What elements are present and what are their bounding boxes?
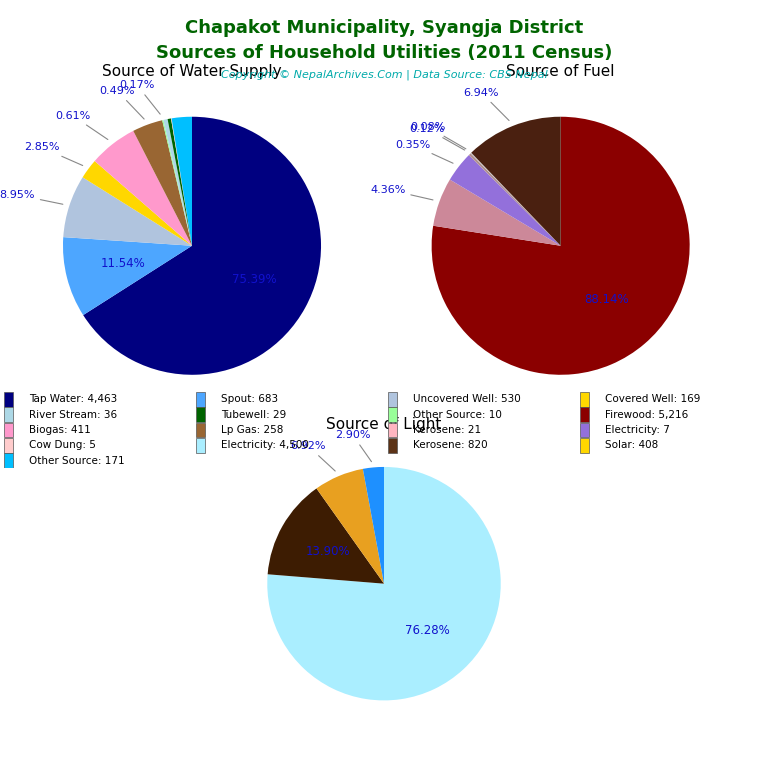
Text: Lp Gas: 258: Lp Gas: 258 <box>221 425 283 435</box>
Wedge shape <box>472 117 561 246</box>
Text: 11.54%: 11.54% <box>101 257 146 270</box>
Bar <box>196 407 205 422</box>
Wedge shape <box>164 119 192 246</box>
Wedge shape <box>362 467 384 584</box>
Bar <box>4 438 14 453</box>
Wedge shape <box>267 488 384 584</box>
Wedge shape <box>94 131 192 246</box>
Text: Kerosene: 820: Kerosene: 820 <box>413 440 488 451</box>
Bar <box>4 407 14 422</box>
Text: Firewood: 5,216: Firewood: 5,216 <box>605 409 688 420</box>
Text: Electricity: 4,500: Electricity: 4,500 <box>221 440 309 451</box>
Text: Chapakot Municipality, Syangja District: Chapakot Municipality, Syangja District <box>185 19 583 37</box>
Text: Covered Well: 169: Covered Well: 169 <box>605 394 700 405</box>
Bar <box>388 438 398 453</box>
Wedge shape <box>267 467 501 700</box>
Bar <box>388 422 398 438</box>
Bar <box>196 438 205 453</box>
Text: Spout: 683: Spout: 683 <box>221 394 278 405</box>
Wedge shape <box>316 469 384 584</box>
Bar <box>196 422 205 438</box>
Wedge shape <box>167 118 192 246</box>
Wedge shape <box>83 117 321 375</box>
Text: 6.92%: 6.92% <box>290 441 335 471</box>
Text: 0.35%: 0.35% <box>395 140 453 164</box>
Wedge shape <box>433 180 561 246</box>
Text: Tap Water: 4,463: Tap Water: 4,463 <box>29 394 118 405</box>
Text: 2.85%: 2.85% <box>24 142 83 166</box>
Bar <box>580 422 590 438</box>
Bar <box>580 392 590 407</box>
Bar <box>4 453 14 468</box>
Text: 0.49%: 0.49% <box>99 86 144 119</box>
Bar <box>580 407 590 422</box>
Text: 0.08%: 0.08% <box>410 122 466 149</box>
Text: Uncovered Well: 530: Uncovered Well: 530 <box>413 394 521 405</box>
Wedge shape <box>171 118 192 246</box>
Title: Source of Water Supply: Source of Water Supply <box>102 65 282 79</box>
Wedge shape <box>450 155 561 246</box>
Bar <box>580 438 590 453</box>
Wedge shape <box>171 117 192 246</box>
Text: Copyright © NepalArchives.Com | Data Source: CBS Nepal: Copyright © NepalArchives.Com | Data Sou… <box>220 69 548 80</box>
Wedge shape <box>134 121 192 246</box>
Text: Cow Dung: 5: Cow Dung: 5 <box>29 440 96 451</box>
Text: 0.61%: 0.61% <box>55 111 108 140</box>
Bar <box>4 392 14 407</box>
Text: 0.17%: 0.17% <box>119 80 161 114</box>
Bar <box>388 392 398 407</box>
Wedge shape <box>83 161 192 246</box>
Wedge shape <box>471 153 561 246</box>
Text: 6.94%: 6.94% <box>463 88 509 121</box>
Text: 4.36%: 4.36% <box>370 184 433 200</box>
Text: Other Source: 171: Other Source: 171 <box>29 455 125 466</box>
Text: 88.14%: 88.14% <box>584 293 629 306</box>
Text: Electricity: 7: Electricity: 7 <box>605 425 670 435</box>
Wedge shape <box>468 154 561 246</box>
Text: 13.90%: 13.90% <box>306 545 350 558</box>
Text: 75.39%: 75.39% <box>232 273 276 286</box>
Text: Biogas: 411: Biogas: 411 <box>29 425 91 435</box>
Wedge shape <box>63 237 192 315</box>
Wedge shape <box>432 117 690 375</box>
Text: River Stream: 36: River Stream: 36 <box>29 409 118 420</box>
Text: 0.12%: 0.12% <box>409 124 465 150</box>
Wedge shape <box>162 120 192 246</box>
Text: Solar: 408: Solar: 408 <box>605 440 658 451</box>
Wedge shape <box>63 177 192 246</box>
Text: Kerosene: 21: Kerosene: 21 <box>413 425 482 435</box>
Text: Other Source: 10: Other Source: 10 <box>413 409 502 420</box>
Title: Source of Fuel: Source of Fuel <box>506 65 615 79</box>
Text: Sources of Household Utilities (2011 Census): Sources of Household Utilities (2011 Cen… <box>156 44 612 61</box>
Bar <box>4 422 14 438</box>
Text: 2.90%: 2.90% <box>335 430 372 462</box>
Title: Source of Light: Source of Light <box>326 418 442 432</box>
Bar <box>196 392 205 407</box>
Text: 76.28%: 76.28% <box>406 624 450 637</box>
Text: 8.95%: 8.95% <box>0 190 63 204</box>
Bar <box>388 407 398 422</box>
Text: Tubewell: 29: Tubewell: 29 <box>221 409 286 420</box>
